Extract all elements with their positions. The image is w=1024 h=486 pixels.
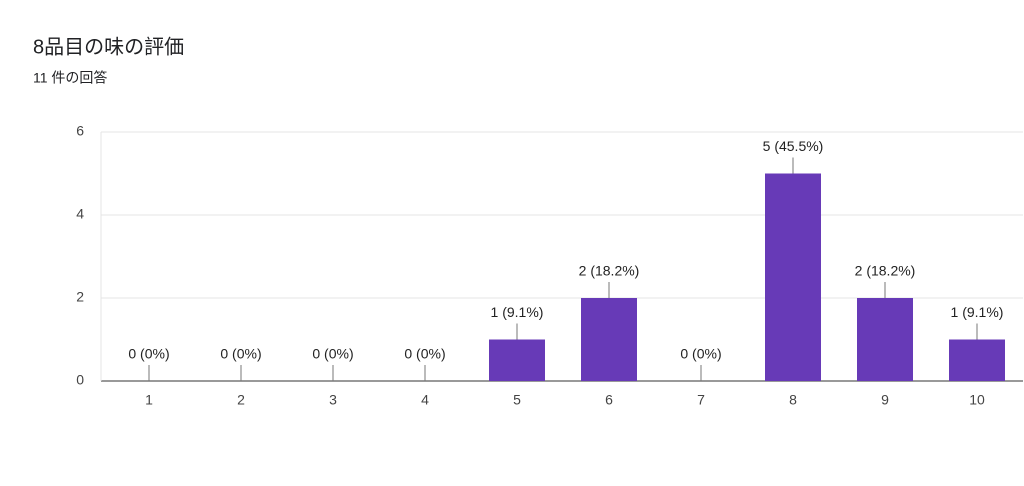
value-label: 0 (0%) (404, 346, 445, 362)
bar (857, 298, 913, 381)
y-tick-label: 6 (76, 123, 84, 139)
y-tick-label: 2 (76, 289, 84, 305)
x-tick-label: 7 (697, 392, 705, 408)
x-tick-label: 1 (145, 392, 153, 408)
bar (949, 339, 1005, 381)
y-tick-label: 0 (76, 372, 84, 388)
value-label: 5 (45.5%) (763, 138, 824, 154)
x-tick-label: 4 (421, 392, 429, 408)
x-tick-label: 5 (513, 392, 521, 408)
value-label: 0 (0%) (680, 346, 721, 362)
x-tick-label: 2 (237, 392, 245, 408)
chart-subtitle: 11 件の回答 (33, 70, 107, 86)
value-label: 0 (0%) (220, 346, 261, 362)
value-label: 2 (18.2%) (579, 263, 640, 279)
value-label: 0 (0%) (312, 346, 353, 362)
y-tick-label: 4 (76, 206, 84, 222)
x-tick-label: 6 (605, 392, 613, 408)
value-label: 0 (0%) (128, 346, 169, 362)
value-label: 2 (18.2%) (855, 263, 916, 279)
bar (765, 173, 821, 381)
x-tick-label: 9 (881, 392, 889, 408)
x-tick-label: 10 (969, 392, 985, 408)
bar (489, 339, 545, 381)
chart-title: 8品目の味の評価 (33, 35, 184, 58)
x-tick-label: 8 (789, 392, 797, 408)
bar (581, 298, 637, 381)
x-tick-label: 3 (329, 392, 337, 408)
value-label: 1 (9.1%) (951, 304, 1004, 320)
value-label: 1 (9.1%) (491, 304, 544, 320)
